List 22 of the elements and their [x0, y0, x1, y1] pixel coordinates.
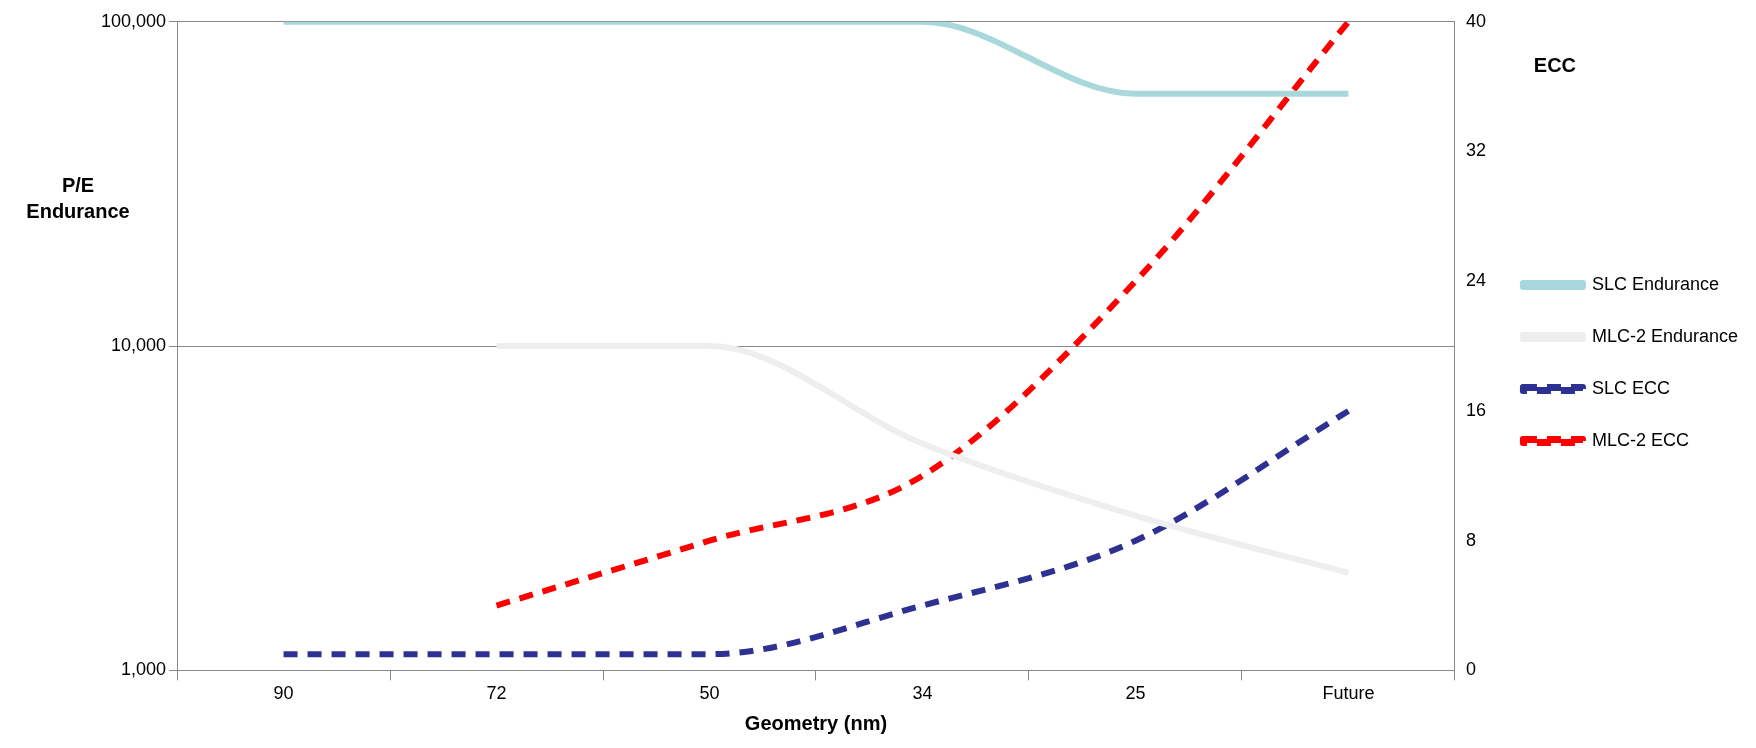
- x-tick-label: 72: [486, 683, 507, 704]
- y2-tick-label: 8: [1465, 529, 1476, 550]
- y-tick-label: 1,000: [121, 659, 167, 680]
- y-tick-label: 10,000: [111, 335, 167, 356]
- y-axis-title: P/E Endurance: [26, 173, 130, 222]
- x-tick-label: 50: [699, 683, 720, 704]
- y-tick-label: 100,000: [100, 10, 167, 31]
- x-axis-title: Geometry (nm): [744, 712, 888, 734]
- legend-label: SLC ECC: [1591, 377, 1670, 398]
- y2-tick-label: 24: [1465, 270, 1486, 291]
- legend-label: SLC Endurance: [1591, 273, 1720, 294]
- x-tick-label: Future: [1322, 683, 1375, 704]
- x-tick-label: 90: [273, 683, 294, 704]
- legend-label: MLC-2 ECC: [1591, 429, 1689, 450]
- y2-tick-label: 0: [1465, 659, 1476, 680]
- x-tick-label: 25: [1125, 683, 1146, 704]
- y2-axis-title: ECC: [1533, 53, 1577, 76]
- y2-tick-label: 40: [1465, 10, 1486, 31]
- x-tick-label: 34: [912, 683, 933, 704]
- legend-label: MLC-2 Endurance: [1591, 325, 1738, 346]
- y2-tick-label: 32: [1465, 140, 1486, 161]
- y2-tick-label: 16: [1465, 399, 1486, 420]
